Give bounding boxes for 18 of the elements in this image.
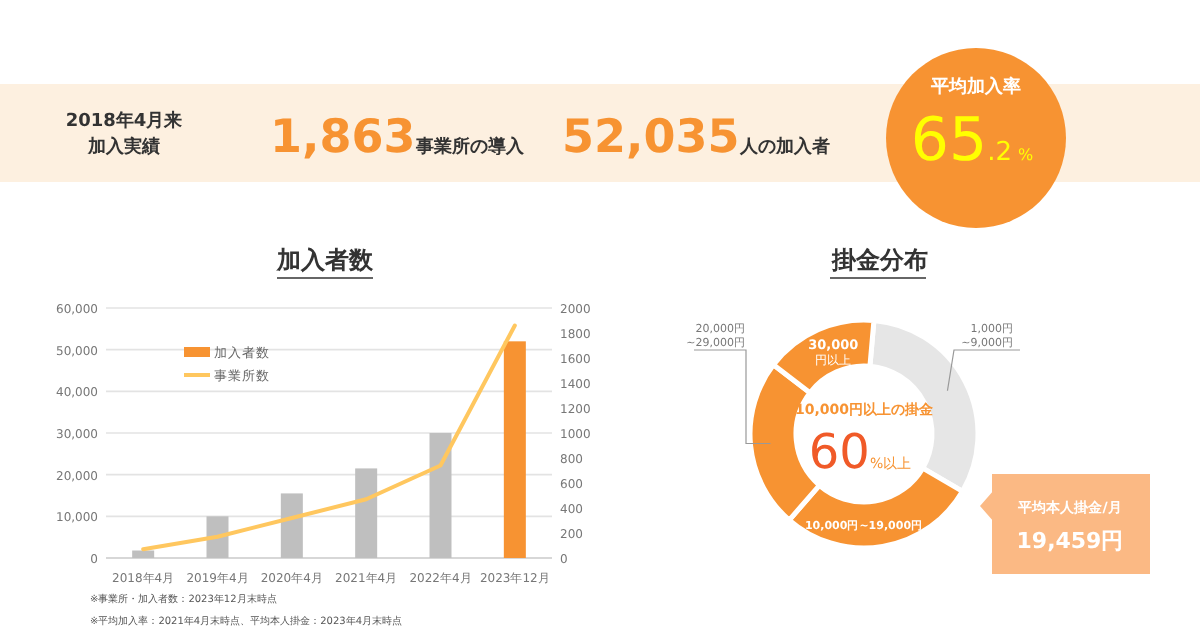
text: 1,863 [270,112,416,164]
text: 人の加入者 [737,136,830,158]
text: % [1017,146,1034,164]
bar [132,550,155,558]
bar [355,468,378,558]
text: 52,035 [562,112,740,164]
bar [503,341,526,558]
bar [280,493,303,558]
text: 加入実績 [86,136,160,158]
text: 65.2 [910,106,1012,176]
bar [429,433,452,558]
text: 平均加入率 [929,76,1021,98]
text: 事業所の導入 [413,136,526,158]
line-series [141,323,517,552]
text: 19,459円 [1016,528,1124,554]
chart-title: 加入者数 [275,246,375,274]
chart-title: 掛金分布 [830,246,928,274]
text: 2018年4月来 [65,110,183,132]
